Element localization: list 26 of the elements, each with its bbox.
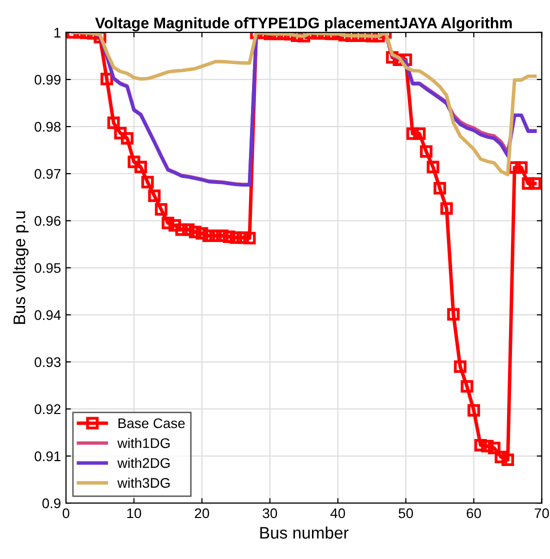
y-tick-label: 1 — [54, 28, 60, 38]
x-axis-title: Bus number — [260, 526, 349, 539]
x-tick-label: 20 — [194, 508, 210, 518]
x-tick-label: 40 — [330, 508, 346, 518]
y-tick-label: 0.96 — [34, 216, 61, 226]
y-tick-label: 0.99 — [34, 74, 60, 85]
x-tick-label: 70 — [534, 508, 549, 518]
y-tick-label: 0.98 — [34, 122, 61, 132]
y-tick-label: 0.92 — [34, 404, 60, 414]
legend-label: with3DG — [117, 478, 170, 488]
y-tick-label: 0.91 — [34, 451, 60, 462]
y-tick-label: 0.94 — [34, 310, 61, 320]
chart-title: Voltage Magnitude ofTYPE1DG placementJAYA Algorithm — [95, 17, 512, 32]
y-tick-label: 0.97 — [34, 168, 60, 179]
x-tick-label: 0 — [62, 508, 70, 518]
y-axis-title: Bus voltage p.u — [13, 211, 29, 324]
legend-label: with2DG — [117, 458, 170, 468]
y-tick-label: 0.93 — [34, 357, 61, 368]
x-tick-label: 60 — [466, 508, 481, 518]
legend-label: with1DG — [117, 438, 170, 448]
y-tick-label: 0.9 — [42, 498, 60, 508]
y-tick-label: 0.95 — [34, 263, 61, 273]
legend-label: Base Case — [118, 418, 185, 428]
x-tick-label: 50 — [398, 508, 414, 518]
x-tick-label: 10 — [127, 508, 142, 518]
x-tick-label: 30 — [262, 508, 278, 518]
